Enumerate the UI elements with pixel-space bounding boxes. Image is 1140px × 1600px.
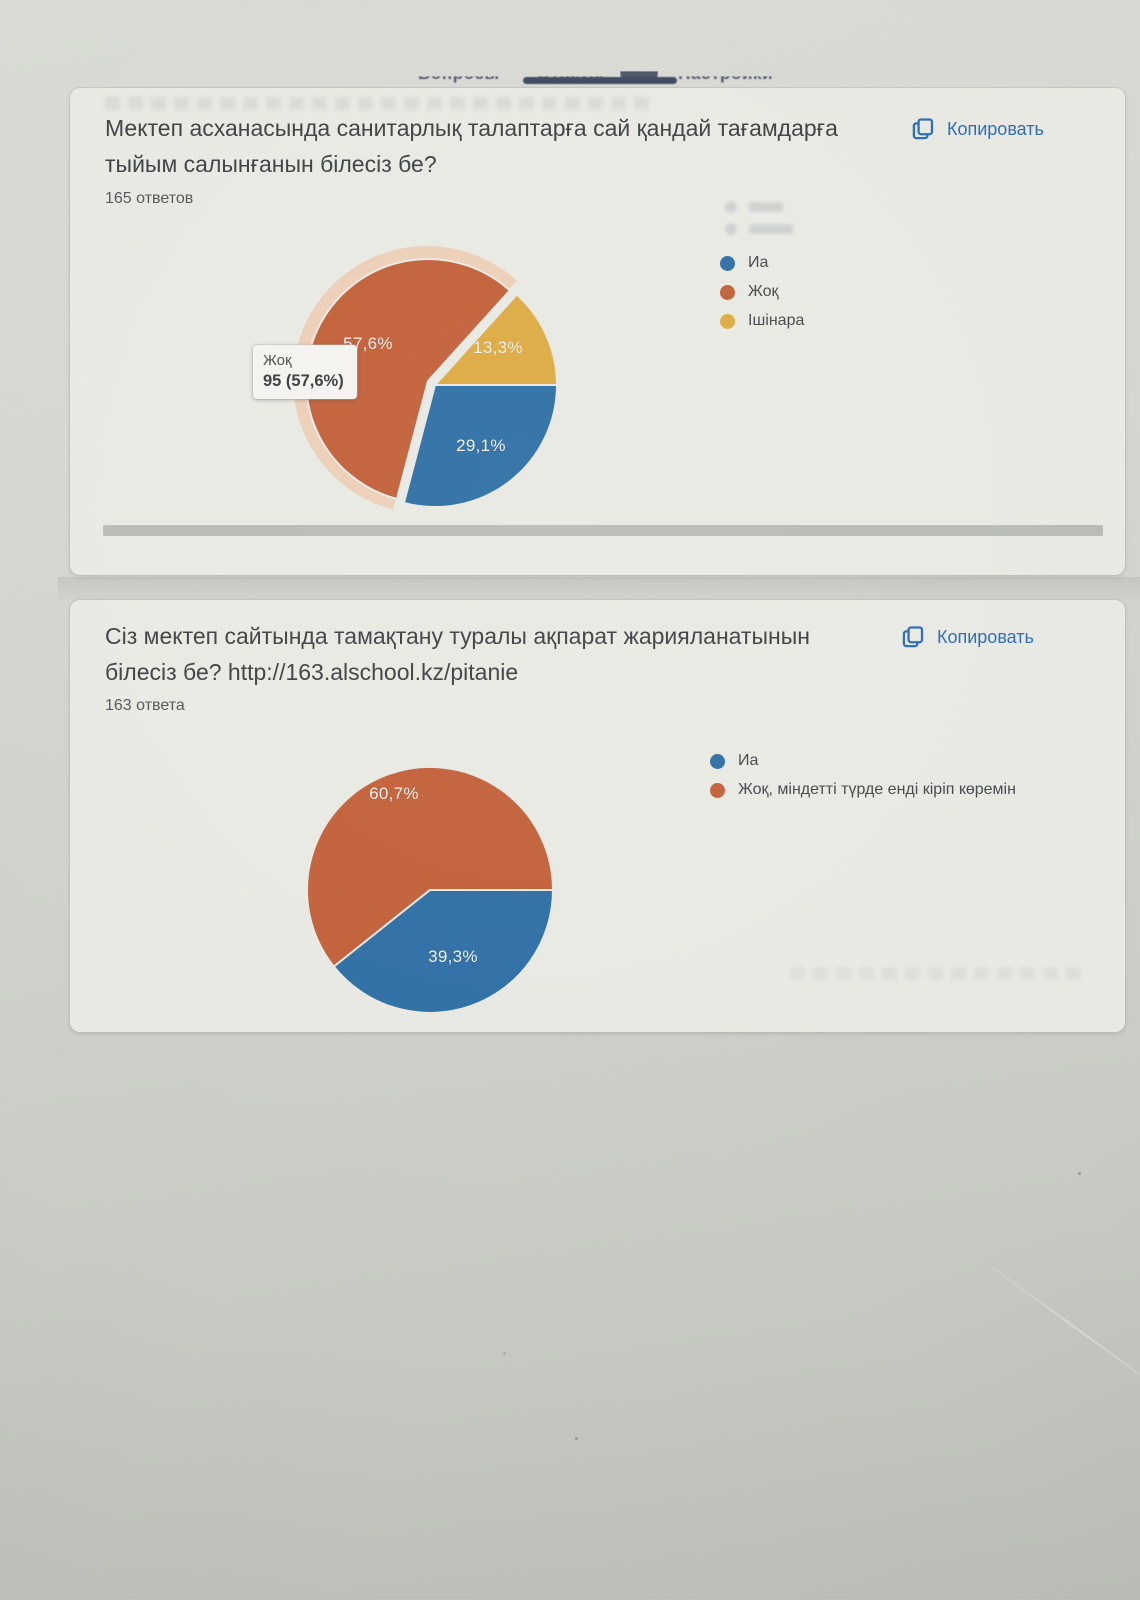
copy-button-label: Копировать [937, 626, 1034, 647]
slice-label-zhoq: 60,7% [369, 784, 419, 803]
legend-label: Ішінара [748, 312, 805, 329]
question-title: Мектеп асханасында санитарлық талаптарға… [105, 115, 838, 178]
chart-tooltip: Жоқ 95 (57,6%) [253, 345, 357, 399]
bleedthrough-artifact [725, 201, 793, 245]
legend-dot-yellow [720, 313, 735, 329]
chart-legend: Иа Жоқ, міндетті түрде енді кіріп көремі… [710, 752, 1016, 799]
dust-speck [575, 1437, 578, 1440]
bleedthrough-artifact [790, 967, 1090, 980]
pie-slice-zhoq[interactable] [306, 765, 554, 968]
dust-speck [1078, 1172, 1081, 1175]
tab-questions[interactable]: Вопросы [418, 64, 500, 83]
legend-label: Иа [748, 254, 769, 271]
active-tab-underline [523, 77, 677, 84]
question-title: Сіз мектеп сайтында тамақтану туралы ақп… [105, 623, 810, 686]
legend-item-zhoq: Жоқ [720, 283, 804, 301]
pie-slice-ia[interactable] [402, 384, 558, 508]
slice-label-ia: 39,3% [428, 947, 478, 966]
copy-icon [900, 624, 926, 650]
legend-item-ishinara: Ішінара [720, 312, 804, 330]
paper-crease [966, 1247, 1140, 1415]
tooltip-value: 95 (57,6%) [263, 372, 344, 390]
pie-slice-ia[interactable] [332, 889, 554, 1014]
question-card-1: Мектеп асханасында санитарлық талаптарға… [70, 88, 1125, 575]
slice-label-ishinara: 13,3% [473, 338, 523, 357]
slice-label-ia: 29,1% [456, 436, 506, 455]
copy-button[interactable]: Копировать [910, 116, 1044, 142]
copy-icon [910, 116, 936, 142]
pie-chart-2 [306, 765, 554, 1014]
pie-chart-1 [293, 246, 558, 510]
legend-item-ia: Иа [710, 752, 1016, 770]
copy-button-label: Копировать [947, 118, 1044, 139]
chart-legend: Иа Жоқ Ішінара [720, 254, 804, 330]
dust-speck [503, 1352, 506, 1355]
tooltip-option: Жоқ [263, 352, 292, 369]
responses-count: 163 ответа [105, 697, 185, 714]
copy-button[interactable]: Копировать [900, 624, 1034, 650]
legend-label: Иа [738, 752, 759, 769]
card-gap-shadow [58, 577, 1140, 600]
legend-dot-orange [710, 782, 725, 798]
pie-slice-ishinara[interactable] [434, 293, 558, 386]
bleedthrough-artifact [105, 97, 650, 110]
question-card-2: Сіз мектеп сайтында тамақтану туралы ақп… [70, 600, 1125, 1032]
responses-count: 165 ответов [105, 190, 194, 207]
legend-label: Жоқ, міндетті түрде енді кіріп көремін [738, 781, 1016, 798]
legend-label: Жоқ [748, 283, 779, 300]
tab-settings[interactable]: Настройки [678, 64, 774, 83]
legend-dot-blue [710, 753, 725, 769]
legend-dot-blue [720, 255, 735, 271]
pie-slice-zhoq[interactable] [305, 258, 511, 500]
legend-dot-orange [720, 284, 735, 300]
horizontal-scrollbar[interactable] [103, 525, 1103, 536]
legend-item-ia: Иа [720, 254, 804, 272]
legend-item-zhoq: Жоқ, міндетті түрде енді кіріп көремін [710, 781, 1016, 799]
